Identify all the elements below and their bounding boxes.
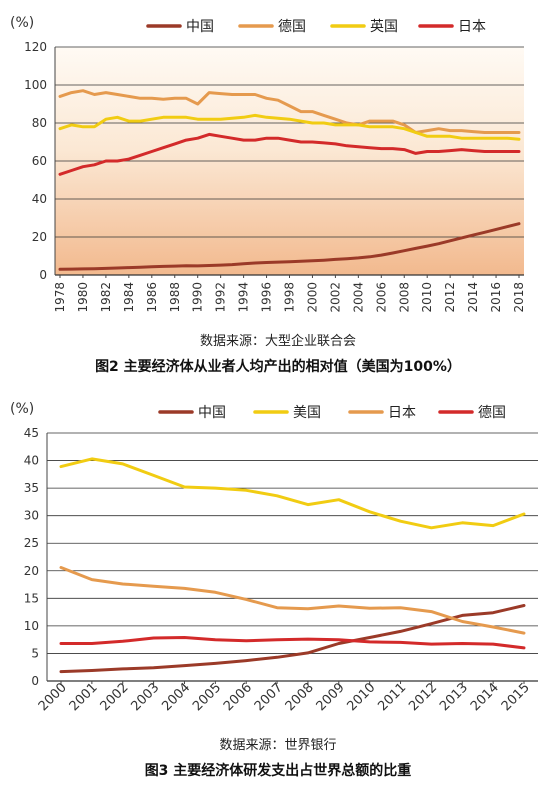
x-tick-label: 1988 <box>168 282 182 313</box>
x-tick-label: 2004 <box>351 282 365 313</box>
chart2-x-axis: 2000200120022003200420052006200720082009… <box>36 680 533 714</box>
chart1-x-axis: 1978 1980 1982 1984 1986 1988 1990 1992 1994 1996… <box>53 275 526 313</box>
x-tick-label: 2012 <box>406 680 440 714</box>
x-tick-label: 2013 <box>437 680 471 714</box>
series-line-3 <box>58 132 521 176</box>
series-line-0 <box>59 604 526 674</box>
y-tick-label: 35 <box>24 481 39 495</box>
x-tick-label: 1994 <box>237 282 251 313</box>
y-tick-label: 80 <box>32 116 47 130</box>
chart2-legend: 中国 美国 日本 德国 <box>158 405 506 421</box>
x-tick-label: 2010 <box>420 282 434 313</box>
x-tick-label: 2012 <box>443 282 457 313</box>
y-tick-label: 10 <box>24 619 39 633</box>
chart1-gridlines <box>55 46 524 276</box>
x-tick-label: 1992 <box>214 282 228 313</box>
x-tick-label: 2002 <box>98 680 132 714</box>
chart-rd-share: (%) 中国 美国 日本 德国 0 5 10 15 20 25 30 35 40 45 20002001… <box>10 401 538 779</box>
chart1-source: 数据来源：大型企业联合会 <box>200 333 356 349</box>
x-tick-label: 2010 <box>344 680 378 714</box>
y-tick-label: 20 <box>24 564 39 578</box>
x-tick-label: 2004 <box>159 680 193 714</box>
chart1-legend: 中国 德国 英国 日本 <box>146 18 486 35</box>
legend-label: 德国 <box>478 405 506 421</box>
legend-label: 日本 <box>388 405 416 421</box>
legend-label: 德国 <box>278 19 306 35</box>
series-line-2 <box>59 566 526 635</box>
x-tick-label: 1990 <box>191 282 205 313</box>
x-tick-label: 2006 <box>374 282 388 313</box>
y-tick-label: 0 <box>39 268 47 282</box>
legend-label: 英国 <box>370 18 398 35</box>
x-tick-label: 1978 <box>53 282 67 313</box>
x-tick-label: 2002 <box>328 282 342 313</box>
x-tick-label: 1996 <box>260 282 274 313</box>
x-tick-label: 2000 <box>305 282 319 313</box>
legend-label: 中国 <box>186 19 214 35</box>
chart2-unit-label: (%) <box>10 401 34 417</box>
x-tick-label: 2000 <box>36 680 70 714</box>
series-line-1 <box>59 457 526 530</box>
y-tick-label: 25 <box>24 536 39 550</box>
x-tick-label: 2003 <box>128 680 162 714</box>
chart2-series <box>59 457 526 674</box>
series-line-3 <box>59 636 526 650</box>
y-tick-label: 100 <box>24 78 47 92</box>
legend-label: 中国 <box>198 405 226 421</box>
y-tick-label: 15 <box>24 591 39 605</box>
chart1-caption: 图2 主要经济体从业者人均产出的相对值（美国为100%） <box>95 358 461 375</box>
x-tick-label: 2015 <box>499 680 533 714</box>
series-line-2 <box>58 113 521 141</box>
y-tick-label: 0 <box>31 674 39 688</box>
x-tick-label: 1982 <box>99 282 113 313</box>
x-tick-label: 2009 <box>314 680 348 714</box>
chart1-y-axis: 0 20 40 60 80 100 120 <box>24 40 56 282</box>
y-tick-label: 40 <box>24 454 39 468</box>
y-tick-label: 20 <box>32 230 47 244</box>
y-tick-label: 120 <box>24 40 47 54</box>
legend-label: 美国 <box>293 405 321 421</box>
chart1-unit-label: (%) <box>10 15 34 31</box>
series-line-1 <box>58 89 521 134</box>
x-tick-label: 2018 <box>512 282 526 313</box>
x-tick-label: 2014 <box>466 282 480 313</box>
x-tick-label: 1980 <box>76 282 90 313</box>
y-tick-label: 30 <box>24 509 39 523</box>
chart1-series <box>58 89 521 271</box>
y-tick-label: 60 <box>32 154 47 168</box>
y-tick-label: 40 <box>32 192 47 206</box>
x-tick-label: 2007 <box>252 680 286 714</box>
x-tick-label: 1986 <box>145 282 159 313</box>
chart2-source: 数据来源：世界银行 <box>219 738 336 753</box>
series-line-0 <box>58 222 521 271</box>
chart2-y-axis: 0 5 10 15 20 25 30 35 40 45 <box>24 426 48 688</box>
x-tick-label: 2006 <box>221 680 255 714</box>
chart2-gridlines <box>47 432 538 682</box>
x-tick-label: 2005 <box>190 680 224 714</box>
x-tick-label: 2008 <box>283 680 317 714</box>
legend-label: 日本 <box>458 19 486 35</box>
chart2-caption: 图3 主要经济体研发支出占世界总额的比重 <box>145 762 412 779</box>
y-tick-label: 5 <box>31 646 39 660</box>
x-tick-label: 2011 <box>375 680 409 714</box>
x-tick-label: 2016 <box>489 282 503 313</box>
y-tick-label: 45 <box>24 426 39 440</box>
x-tick-label: 1998 <box>283 282 297 313</box>
chart-productivity: (%) 中国 德国 英国 日本 0 20 40 60 80 100 120 1978 1980 198… <box>10 15 526 375</box>
x-tick-label: 2008 <box>397 282 411 313</box>
x-tick-label: 2014 <box>468 680 502 714</box>
x-tick-label: 2001 <box>67 680 101 714</box>
x-tick-label: 1984 <box>122 282 136 313</box>
